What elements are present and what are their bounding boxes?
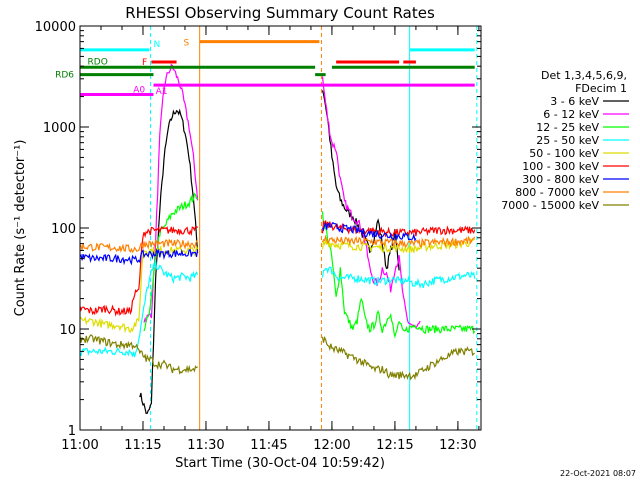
legend-entry-label: 3 - 6 keV [550, 95, 599, 108]
x-tick-label: 12:00 [313, 438, 350, 453]
chart-title: RHESSI Observing Summary Count Rates [125, 4, 435, 22]
x-tick-label: 12:15 [376, 438, 413, 453]
x-tick-label: 11:45 [250, 438, 287, 453]
legend-header-line: FDecim 1 [575, 82, 627, 95]
legend-entry-label: 50 - 100 keV [529, 147, 599, 160]
x-tick-label: 12:30 [439, 438, 476, 453]
flag-label-n: N [153, 40, 160, 50]
flag-label-rdo: RDO [88, 57, 108, 67]
flag-label-a1: A1 [156, 87, 168, 97]
footer-timestamp: 22-Oct-2021 08:07 [560, 469, 636, 478]
y-axis: 1 10 100 1000 10000 [35, 20, 481, 439]
legend-entry-label: 800 - 7000 keV [515, 186, 599, 199]
x-tick-label: 11:30 [187, 438, 224, 453]
y-tick-label: 100 [51, 222, 76, 237]
x-tick-label: 11:15 [124, 438, 161, 453]
series-line-4 [80, 237, 475, 334]
series-line-5 [80, 220, 476, 317]
y-tick-label: 1000 [43, 121, 76, 136]
series-line-3 [80, 260, 476, 358]
legend-entry-label: 6 - 12 keV [543, 108, 599, 121]
legend-entry-label: 100 - 300 keV [522, 160, 599, 173]
y-tick-label: 1 [68, 424, 76, 439]
series-line-2 [143, 192, 476, 339]
series-line-0 [139, 90, 400, 415]
legend-entry-label: 25 - 50 keV [536, 134, 599, 147]
legend-entry-label: 300 - 800 keV [522, 173, 599, 186]
series-line-6 [80, 221, 417, 266]
flag-label-a0: A0 [133, 85, 145, 95]
x-axis: 11:00 11:15 11:30 11:45 12:00 12:15 12:30 [61, 26, 480, 453]
flag-label-s: S [183, 39, 189, 49]
legend-entry-label: 7000 - 15000 keV [501, 199, 599, 212]
series-line-1 [143, 63, 421, 330]
x-tick-label: 11:00 [61, 438, 98, 453]
y-tick-label: 10000 [35, 20, 76, 35]
flag-label-f: F [142, 58, 147, 68]
y-tick-label: 10 [59, 323, 76, 338]
y-axis-label: Count Rate (s⁻¹ detector⁻¹) [13, 140, 28, 317]
series-line-7 [80, 234, 476, 253]
x-axis-label: Start Time (30-Oct-04 10:59:42) [175, 456, 385, 471]
flag-label-rd6: RD6 [55, 71, 74, 81]
legend-header-line: Det 1,3,4,5,6,9, [541, 69, 627, 82]
legend-entry-label: 12 - 25 keV [536, 121, 599, 134]
series-line-8 [80, 334, 475, 381]
series-traces [80, 63, 476, 415]
